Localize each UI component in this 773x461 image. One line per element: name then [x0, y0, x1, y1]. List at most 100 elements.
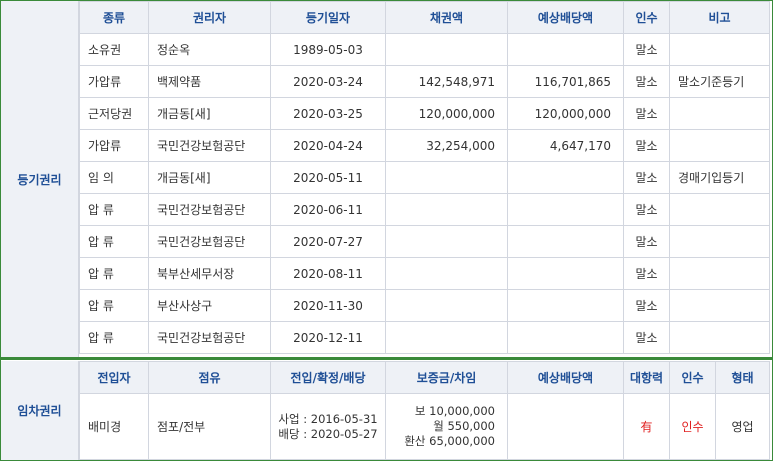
registry-rights-section: 등기권리 종류 권리자 등기일자 채권액 예상배당액 인수 비고 소유권 정순옥 1…	[1, 1, 772, 357]
right-holder: 국민건강보험공단	[148, 225, 271, 258]
right-holder: 국민건강보험공단	[148, 321, 271, 354]
right-holder: 개금동[새]	[148, 161, 271, 194]
right-type: 압 류	[79, 289, 149, 322]
tenant-header-row: 전입자 점유 전입/확정/배당 보증금/차임 예상배당액 대항력 인수 형태	[79, 361, 770, 394]
registry-row: 근저당권 개금동[새] 2020-03-25 120,000,000 120,000,0…	[79, 97, 770, 130]
registry-header-row: 종류 권리자 등기일자 채권액 예상배당액 인수 비고	[79, 1, 770, 34]
registry-rights-label: 등기권리	[1, 1, 79, 357]
right-amount	[385, 289, 508, 322]
tenant-deposit: 보 10,000,000	[414, 404, 495, 418]
right-note	[669, 257, 770, 290]
right-dividend	[507, 257, 624, 290]
tenant-assume: 인수	[669, 393, 716, 460]
tenant-deposit-cell: 보 10,000,000 월 550,000 환산 65,000,000	[385, 393, 508, 460]
right-note	[669, 193, 770, 226]
right-type: 압 류	[79, 193, 149, 226]
right-date: 2020-07-27	[270, 225, 386, 258]
right-type: 가압류	[79, 129, 149, 162]
right-holder: 개금동[새]	[148, 97, 271, 130]
col-header-note: 비고	[669, 1, 770, 34]
right-date: 2020-03-25	[270, 97, 386, 130]
col-header-amount: 채권액	[385, 1, 508, 34]
right-dividend	[507, 225, 624, 258]
tenant-move-in: 사업 : 2016-05-31	[278, 411, 378, 426]
right-amount	[385, 33, 508, 66]
right-assume: 말소	[623, 289, 670, 322]
right-type: 압 류	[79, 225, 149, 258]
right-holder: 국민건강보험공단	[148, 193, 271, 226]
registry-row: 압 류 부산사상구 2020-11-30 말소	[79, 289, 770, 322]
tenant-row: 배미경 점포/전부 사업 : 2016-05-31 배당 : 2020-05-2…	[79, 393, 770, 460]
tenant-rights-section: 임차권리 전입자 점유 전입/확정/배당 보증금/차임 예상배당액 대항력 인수…	[1, 361, 772, 460]
right-type: 소유권	[79, 33, 149, 66]
right-assume: 말소	[623, 161, 670, 194]
registry-row: 압 류 국민건강보험공단 2020-12-11 말소	[79, 321, 770, 354]
right-type: 임 의	[79, 161, 149, 194]
right-dividend	[507, 193, 624, 226]
right-amount	[385, 321, 508, 354]
right-holder: 백제약품	[148, 65, 271, 98]
col-header-dividend: 예상배당액	[507, 1, 624, 34]
right-type: 압 류	[79, 257, 149, 290]
right-amount: 32,254,000	[385, 129, 508, 162]
right-date: 2020-03-24	[270, 65, 386, 98]
right-amount	[385, 225, 508, 258]
right-date: 2020-04-24	[270, 129, 386, 162]
tenant-name: 배미경	[79, 393, 149, 460]
right-holder: 국민건강보험공단	[148, 129, 271, 162]
right-assume: 말소	[623, 97, 670, 130]
right-date: 2020-08-11	[270, 257, 386, 290]
registry-row: 가압류 백제약품 2020-03-24 142,548,971 116,701,865 말…	[79, 65, 770, 98]
right-amount: 120,000,000	[385, 97, 508, 130]
right-assume: 말소	[623, 65, 670, 98]
tenant-form: 영업	[715, 393, 770, 460]
right-date: 2020-06-11	[270, 193, 386, 226]
tenant-rights-table: 전입자 점유 전입/확정/배당 보증금/차임 예상배당액 대항력 인수 형태 배…	[79, 361, 770, 460]
right-date: 1989-05-03	[270, 33, 386, 66]
right-dividend	[507, 161, 624, 194]
right-note	[669, 129, 770, 162]
tenant-rights-label: 임차권리	[1, 361, 79, 460]
right-type: 가압류	[79, 65, 149, 98]
right-note	[669, 289, 770, 322]
right-assume: 말소	[623, 225, 670, 258]
right-amount	[385, 193, 508, 226]
right-assume: 말소	[623, 257, 670, 290]
right-holder: 부산사상구	[148, 289, 271, 322]
tenant-move-in-cell: 사업 : 2016-05-31 배당 : 2020-05-27	[270, 393, 386, 460]
right-dividend: 120,000,000	[507, 97, 624, 130]
right-assume: 말소	[623, 33, 670, 66]
right-note	[669, 97, 770, 130]
registry-rights-table: 종류 권리자 등기일자 채권액 예상배당액 인수 비고 소유권 정순옥 1989-0…	[79, 1, 770, 354]
right-holder: 북부산세무서장	[148, 257, 271, 290]
right-dividend	[507, 289, 624, 322]
right-amount: 142,548,971	[385, 65, 508, 98]
registry-row: 압 류 북부산세무서장 2020-08-11 말소	[79, 257, 770, 290]
col-header-form: 형태	[715, 361, 770, 394]
registry-row: 압 류 국민건강보험공단 2020-07-27 말소	[79, 225, 770, 258]
col-header-tenant-assume: 인수	[669, 361, 716, 394]
right-date: 2020-12-11	[270, 321, 386, 354]
right-note: 경매기입등기	[669, 161, 770, 194]
right-dividend: 4,647,170	[507, 129, 624, 162]
tenant-converted: 환산 65,000,000	[404, 434, 495, 448]
right-holder: 정순옥	[148, 33, 271, 66]
tenant-occupancy: 점포/전부	[148, 393, 271, 460]
right-dividend: 116,701,865	[507, 65, 624, 98]
registry-row: 가압류 국민건강보험공단 2020-04-24 32,254,000 4,647,170…	[79, 129, 770, 162]
col-header-type: 종류	[79, 1, 149, 34]
right-date: 2020-05-11	[270, 161, 386, 194]
col-header-date: 등기일자	[270, 1, 386, 34]
registry-row: 임 의 개금동[새] 2020-05-11 말소 경매기입등기	[79, 161, 770, 194]
right-amount	[385, 161, 508, 194]
right-note	[669, 33, 770, 66]
col-header-assume: 인수	[623, 1, 670, 34]
tenant-distribution: 배당 : 2020-05-27	[278, 426, 378, 441]
col-header-occupancy: 점유	[148, 361, 271, 394]
right-assume: 말소	[623, 129, 670, 162]
right-dividend	[507, 321, 624, 354]
right-date: 2020-11-30	[270, 289, 386, 322]
col-header-holder: 권리자	[148, 1, 271, 34]
right-dividend	[507, 33, 624, 66]
